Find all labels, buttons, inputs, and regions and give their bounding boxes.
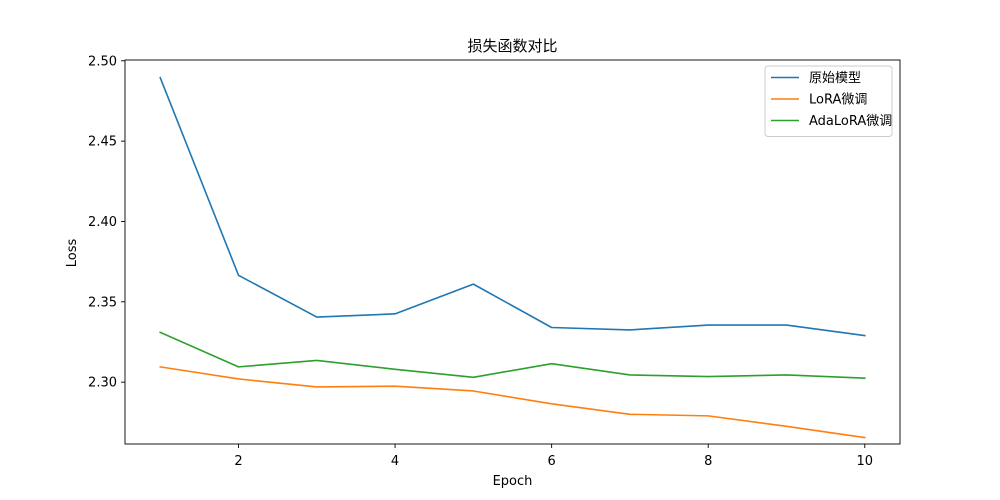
legend: 原始模型 LoRA微调 AdaLoRA微调	[764, 65, 893, 137]
series-line-1	[159, 76, 866, 337]
plot-area: 2 4 6 8 10 2.30 2.35 2.40 2.45 2.50	[88, 54, 901, 469]
x-axis-label: Epoch	[493, 474, 533, 489]
series-line-3	[159, 331, 866, 379]
axes-frame	[124, 59, 901, 445]
x-tick-label: 4	[391, 454, 399, 469]
y-tick-label: 2.30	[88, 376, 117, 391]
x-tick-label: 6	[548, 454, 556, 469]
x-tick-label: 2	[234, 454, 242, 469]
y-axis-label: Loss	[65, 239, 80, 268]
x-tick-label: 8	[704, 454, 712, 469]
legend-label-1: 原始模型	[809, 71, 861, 86]
y-tick-label: 2.40	[88, 215, 117, 230]
series-line-2	[159, 365, 866, 439]
y-tick-label: 2.45	[88, 135, 117, 150]
chart-title: 损失函数对比	[467, 37, 557, 55]
legend-label-2: LoRA微调	[809, 93, 867, 108]
legend-label-3: AdaLoRA微调	[809, 114, 892, 129]
y-tick-label: 2.50	[88, 54, 117, 69]
y-tick-label: 2.35	[88, 295, 117, 310]
legend-box	[764, 65, 893, 137]
x-tick-label: 10	[856, 454, 873, 469]
